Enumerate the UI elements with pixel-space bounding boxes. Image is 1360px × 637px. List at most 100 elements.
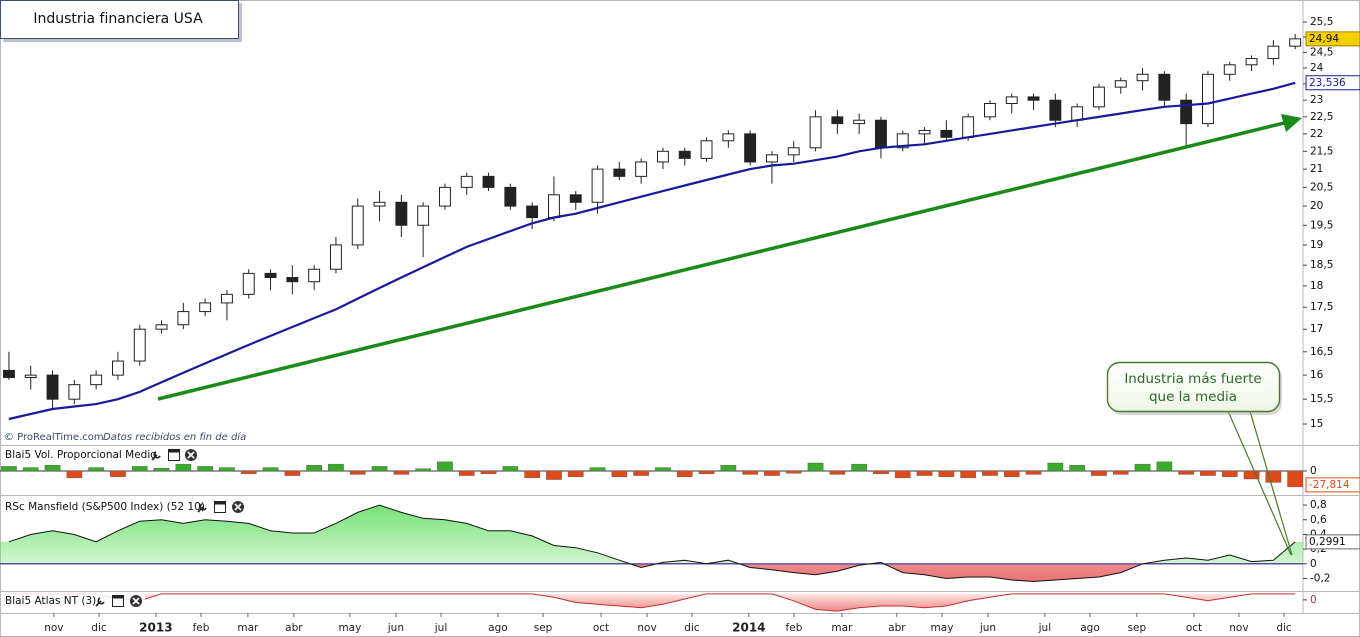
close-icon-x[interactable]	[187, 451, 195, 459]
candle-body	[853, 119, 866, 125]
bar	[1221, 470, 1238, 477]
y-tick-label: 19,5	[1310, 219, 1333, 231]
last-value-box	[1305, 534, 1360, 550]
bar	[131, 466, 148, 472]
bar	[88, 467, 104, 472]
candle-body	[613, 168, 626, 177]
wrench[interactable]	[151, 451, 161, 461]
panel-title: Blai5 Atlas NT (3)	[5, 595, 96, 607]
y-tick-label: 18	[1310, 280, 1323, 292]
candle-body	[1158, 73, 1171, 101]
candle-body	[787, 147, 800, 156]
candle-body	[940, 129, 953, 138]
bar	[1156, 461, 1173, 472]
bar	[611, 470, 628, 477]
header-bg	[1, 593, 145, 609]
y-tick-label: 15	[1310, 418, 1323, 430]
candle-body	[547, 194, 560, 219]
candle-body	[308, 268, 321, 283]
close-icon-x[interactable]	[234, 503, 242, 511]
candle-body	[635, 161, 648, 177]
close-icon-x[interactable]	[132, 597, 140, 605]
last-value-box	[1305, 75, 1360, 91]
candle-body	[460, 175, 473, 188]
bar	[829, 470, 846, 475]
candle-body	[983, 103, 996, 118]
window-icon-bar[interactable]	[112, 595, 124, 599]
candle-body	[1092, 86, 1105, 108]
candle-body	[199, 302, 212, 313]
y-tick-label: 20,5	[1310, 181, 1333, 193]
source-note: Datos recibidos en fin de día	[103, 431, 246, 443]
x-tick-label: mar	[237, 622, 259, 634]
wrench[interactable]	[95, 597, 105, 607]
rsc-line	[8, 504, 1296, 583]
area-negative	[0, 593, 1303, 612]
window-icon-bar[interactable]	[168, 449, 180, 453]
volume-header: Blai5 Vol. Proporcional Medio	[1, 447, 201, 463]
bar	[110, 470, 126, 477]
settings-icon[interactable]	[197, 503, 207, 513]
candle-body	[24, 374, 37, 378]
x-tick-label: ago	[1080, 622, 1100, 634]
x-tick-label: dic	[684, 622, 700, 634]
bar	[371, 466, 388, 472]
window-icon-bar[interactable]	[214, 501, 226, 505]
bar	[916, 470, 933, 476]
bar	[240, 470, 257, 475]
candle-body	[1136, 73, 1149, 82]
bar	[785, 470, 802, 474]
y-tick-label: 0,6	[1310, 514, 1327, 526]
last-value-label: 0,2991	[1309, 536, 1346, 548]
bar	[742, 470, 758, 475]
candle-body	[90, 374, 103, 386]
bar	[44, 465, 61, 472]
panel-title: RSc Mansfield (S&P500 Index) (52 10)	[5, 501, 205, 513]
atlas-header: Blai5 Atlas NT (3)	[1, 593, 145, 609]
candle-body	[1005, 96, 1018, 105]
candle-body	[918, 129, 931, 135]
x-tick-label: feb	[193, 622, 210, 634]
y-tick-label: 21,5	[1310, 145, 1333, 157]
callout-text: que la media	[1149, 389, 1237, 405]
bar	[851, 463, 867, 472]
candle-body	[1202, 73, 1214, 125]
bar	[807, 462, 824, 472]
last-value-label: 23,536	[1309, 77, 1346, 89]
bar	[1243, 470, 1260, 480]
candle-body	[417, 205, 430, 226]
bar	[1069, 465, 1085, 472]
bar	[415, 468, 431, 472]
header-bg	[1, 499, 247, 515]
wrench[interactable]	[197, 503, 207, 513]
bar	[698, 470, 715, 475]
y-tick-label: 0	[1310, 558, 1317, 570]
y-tick-label: 16,5	[1310, 346, 1333, 358]
bar	[589, 467, 606, 472]
moving-average	[8, 81, 1296, 421]
settings-icon[interactable]	[95, 597, 105, 607]
settings-icon[interactable]	[151, 451, 161, 461]
bar	[437, 461, 453, 472]
y-tick-label: 24	[1310, 62, 1324, 74]
y-tick-label: 18,5	[1310, 259, 1333, 271]
bar	[1200, 470, 1216, 476]
x-tick-label: nov	[637, 622, 656, 634]
candle-body	[569, 194, 582, 203]
candle-body	[700, 140, 713, 159]
x-tick-label: oct	[1186, 622, 1202, 634]
candle-body	[351, 205, 364, 246]
bar	[676, 470, 693, 477]
last-value-label: -27,814	[1309, 479, 1350, 491]
x-tick-label: feb	[786, 622, 803, 634]
candle-body	[896, 133, 909, 149]
candle-body	[438, 186, 451, 207]
panel-title: Blai5 Vol. Proporcional Medio	[5, 449, 157, 461]
x-tick-label: 2014	[732, 621, 765, 635]
x-tick-label: ago	[488, 622, 508, 634]
x-tick-label: abr	[285, 622, 303, 634]
bar	[720, 465, 737, 472]
candle-body	[1289, 38, 1302, 47]
bar	[480, 470, 497, 475]
